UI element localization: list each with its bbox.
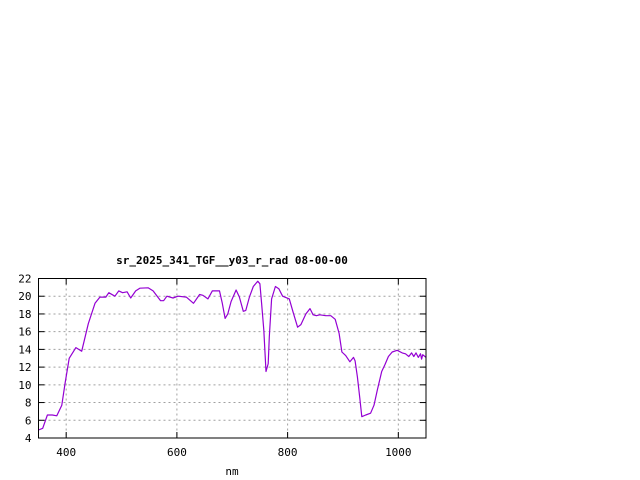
y-tick-label: 12 — [18, 361, 31, 374]
y-tick-label: 10 — [18, 379, 31, 392]
x-tick-label: 1000 — [385, 446, 412, 459]
y-tick-label: 4 — [25, 432, 32, 445]
series-line — [38, 280, 427, 431]
chart-title: sr_2025_341_TGF__y03_r_rad 08-00-00 — [116, 254, 348, 267]
y-tick-label: 20 — [18, 290, 31, 303]
x-tick-label: 800 — [278, 446, 298, 459]
series-layer — [38, 280, 427, 431]
x-axis-label: nm — [225, 465, 239, 478]
y-tick-label: 22 — [18, 273, 31, 286]
y-tick-label: 8 — [25, 397, 32, 410]
grid — [38, 278, 426, 438]
y-tick-label: 16 — [18, 326, 31, 339]
plot-border — [38, 278, 427, 439]
y-tick-label: 18 — [18, 308, 31, 321]
x-tick-label: 400 — [56, 446, 76, 459]
x-tick-label: 600 — [167, 446, 187, 459]
axis-ticks: 4 6 8 10 12 14 16 18 20 22 400 600 800 1000 — [18, 273, 426, 459]
y-tick-label: 14 — [18, 343, 32, 356]
y-tick-label: 6 — [25, 414, 32, 427]
